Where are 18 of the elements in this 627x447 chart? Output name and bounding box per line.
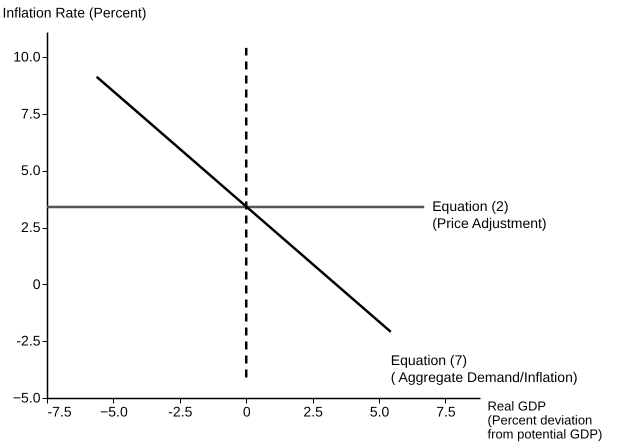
x-axis-title: Real GDP (Percent deviation from potential GDP)	[488, 398, 602, 442]
x-tick-label: 0	[242, 404, 251, 420]
x-tick-label: -7.5	[48, 404, 72, 420]
y-tick-label: -2.5	[16, 332, 41, 349]
annotation: Equation (2) (Price Adjustment)	[432, 198, 547, 232]
y-tick-label: −5.0	[12, 390, 41, 406]
y-tick-label: 10.0	[13, 48, 41, 65]
x-tick-label: 2.5	[303, 404, 324, 420]
y-axis-title: Inflation Rate (Percent)	[2, 4, 146, 20]
y-tick-label: 5.0	[21, 162, 41, 178]
x-tick-label: -2.5	[168, 404, 193, 420]
annotation: Equation (7) ( Aggregate Demand/Inflation)	[390, 352, 578, 385]
y-tick-label: 2.5	[21, 219, 41, 236]
x-tick-label: −5.0	[100, 404, 128, 420]
y-tick-label: 0	[32, 276, 41, 292]
y-tick-label: 7.5	[21, 105, 41, 122]
x-tick-label: 5.0	[370, 404, 390, 420]
x-tick-label: 7.5	[436, 404, 456, 420]
